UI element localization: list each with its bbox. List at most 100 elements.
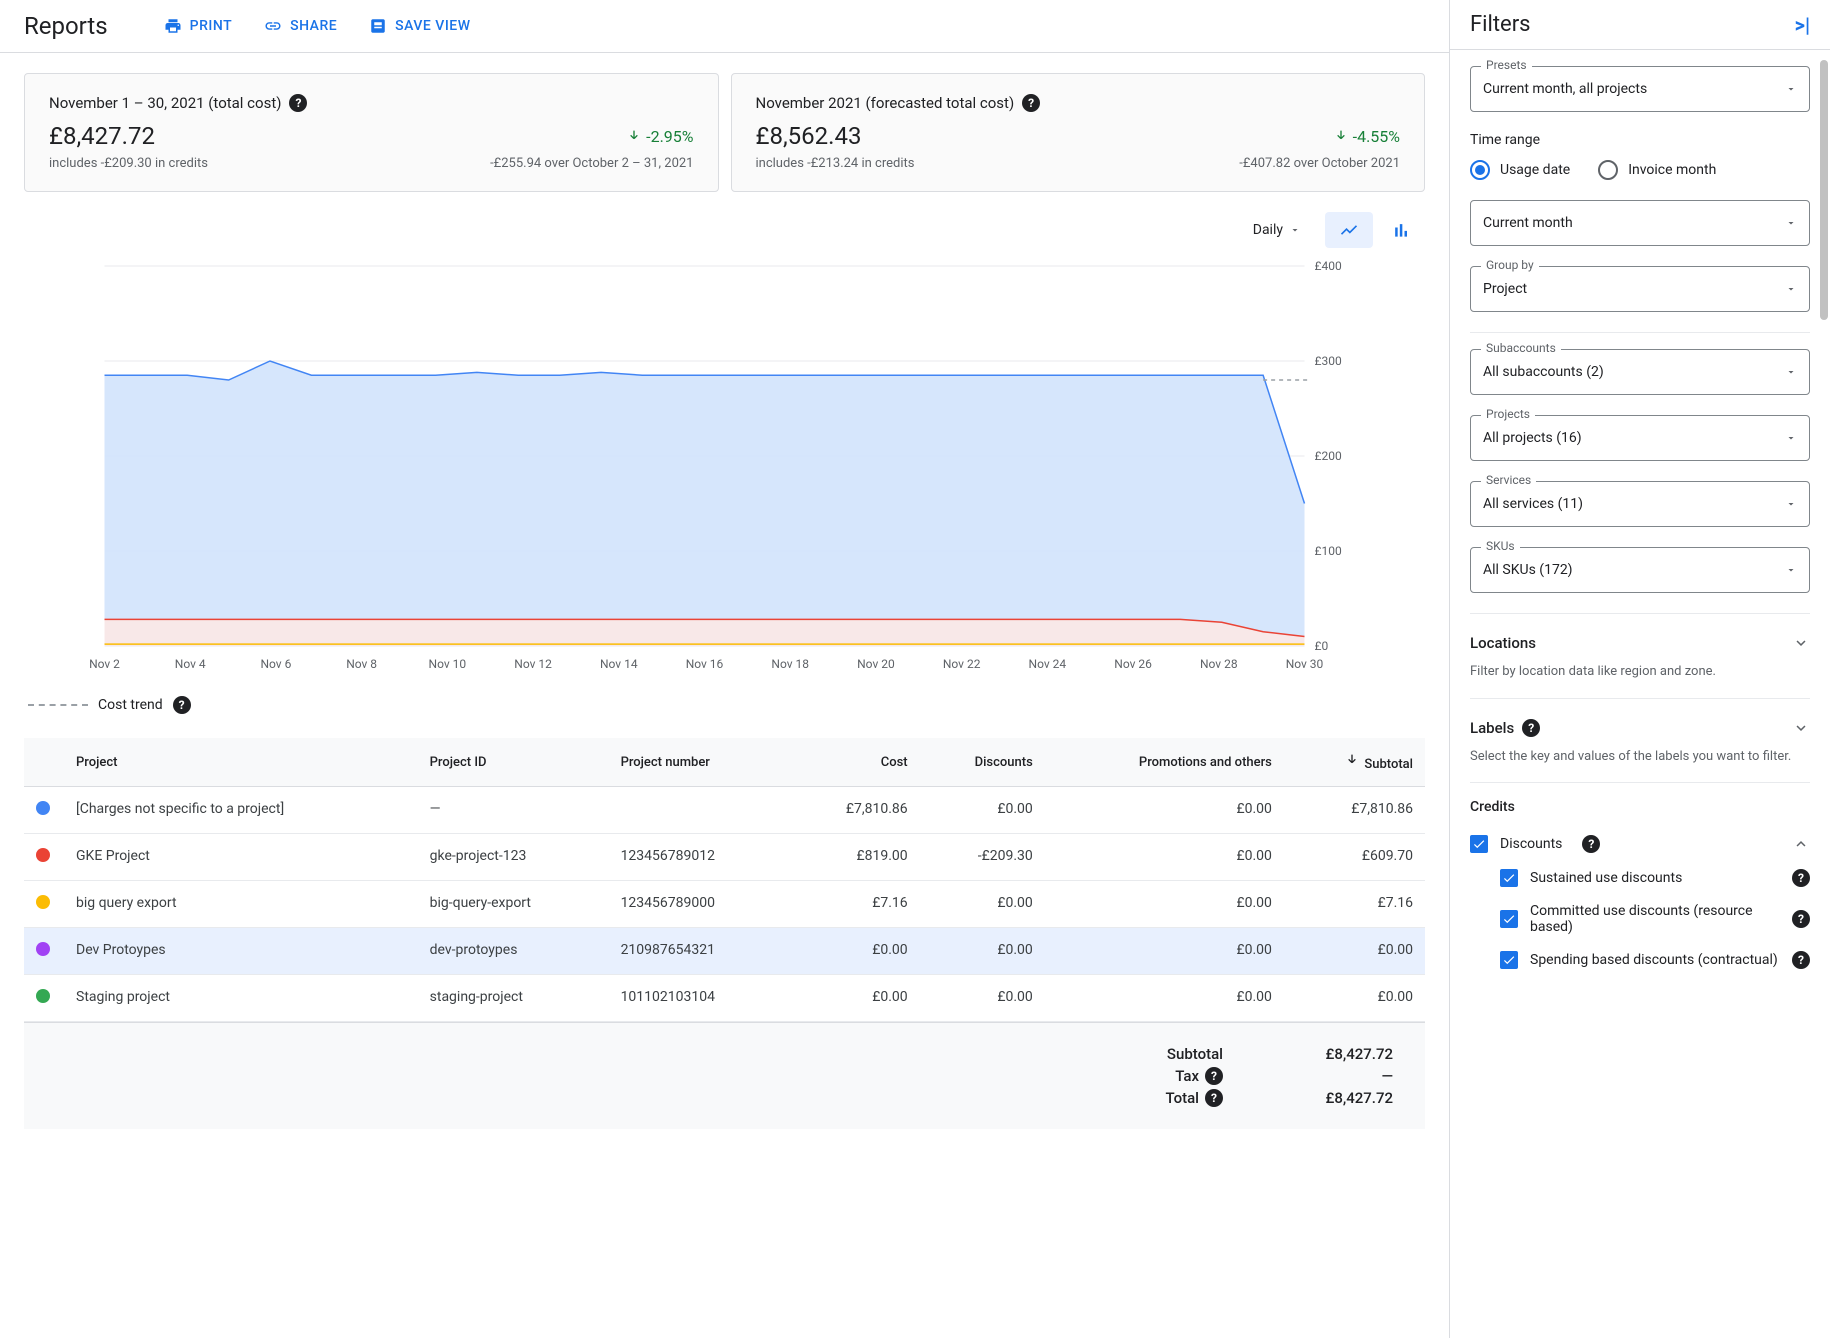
table-header-cell[interactable]: Project ID [418,738,609,787]
save-view-button[interactable]: SAVE VIEW [369,17,470,35]
labels-heading[interactable]: Labels ? [1470,715,1810,741]
series-color-dot [36,848,50,862]
filters-title: Filters [1470,12,1531,37]
chevron-down-icon [1785,498,1797,510]
bar-chart-button[interactable] [1377,212,1425,248]
table-row[interactable]: GKE Project gke-project-123 123456789012… [24,834,1425,881]
card-sub-left: includes -£213.24 in credits [756,156,915,171]
svg-text:Nov 22: Nov 22 [943,657,981,671]
chevron-down-icon [1785,564,1797,576]
line-chart-button[interactable] [1325,212,1373,248]
chart-area: £400£300£200£100£0Nov 2Nov 4Nov 6Nov 8No… [24,256,1425,676]
scrollbar-thumb[interactable] [1820,60,1828,320]
group-by-select[interactable]: Group by Project [1470,266,1810,312]
credit-item-help-icon[interactable]: ? [1792,910,1810,928]
main-panel: Reports PRINT SHARE SAVE VIEW November 1… [0,0,1450,1338]
table-header-cell[interactable]: Discounts [920,738,1045,787]
tax-help-icon[interactable]: ? [1205,1067,1223,1085]
svg-text:Nov 18: Nov 18 [771,657,809,671]
svg-text:£100: £100 [1315,544,1342,558]
services-select[interactable]: Services All services (11) [1470,481,1810,527]
project-name-cell: [Charges not specific to a project] [64,787,418,834]
table-header-cell[interactable]: Promotions and others [1045,738,1284,787]
discounts-checkbox-row: Discounts ? [1470,827,1810,861]
total-help-icon[interactable]: ? [1205,1089,1223,1107]
credit-item-checkbox[interactable] [1500,951,1518,969]
card-amount: £8,427.72 [49,122,155,150]
subaccounts-select[interactable]: Subaccounts All subaccounts (2) [1470,349,1810,395]
table-row[interactable]: big query export big-query-export 123456… [24,881,1425,928]
totals-block: Subtotal £8,427.72 Tax ? — Total ? £8,42… [24,1022,1425,1129]
table-header-cell[interactable]: Cost [789,738,920,787]
svg-text:Nov 8: Nov 8 [346,657,377,671]
chevron-down-icon [1785,83,1797,95]
total-value: £8,427.72 [1283,1089,1393,1107]
locations-sub: Filter by location data like region and … [1470,662,1810,682]
chevron-down-icon [1792,719,1810,737]
discounts-cell: £0.00 [920,787,1045,834]
svg-text:Nov 6: Nov 6 [260,657,291,671]
subtotal-label: Subtotal [1143,1045,1223,1063]
arrow-down-icon [1333,128,1349,144]
print-icon [164,17,182,35]
subtotal-cell: £0.00 [1284,928,1425,975]
bar-chart-icon [1391,220,1411,240]
table-header-cell[interactable]: Project [64,738,418,787]
labels-help-icon[interactable]: ? [1522,719,1540,737]
chevron-down-icon [1785,283,1797,295]
trend-help-icon[interactable]: ? [173,696,191,714]
table-row[interactable]: [Charges not specific to a project] — £7… [24,787,1425,834]
summary-card: November 2021 (forecasted total cost) ? … [731,73,1426,192]
discounts-checkbox[interactable] [1470,835,1488,853]
projects-select[interactable]: Projects All projects (16) [1470,415,1810,461]
cost-cell: £7.16 [789,881,920,928]
time-range-label: Time range [1470,132,1810,148]
svg-text:Nov 14: Nov 14 [600,657,638,671]
skus-select[interactable]: SKUs All SKUs (172) [1470,547,1810,593]
table-header-cell[interactable]: Subtotal [1284,738,1425,787]
chart-legend: Cost trend ? [24,688,1425,738]
cost-chart: £400£300£200£100£0Nov 2Nov 4Nov 6Nov 8No… [24,256,1425,676]
locations-heading[interactable]: Locations [1470,630,1810,656]
credit-item-checkbox[interactable] [1500,869,1518,887]
subtotal-cell: £609.70 [1284,834,1425,881]
table-row[interactable]: Dev Protoypes dev-protoypes 210987654321… [24,928,1425,975]
collapse-filters-button[interactable]: >| [1795,13,1810,37]
credit-item-row: Committed use discounts (resource based)… [1500,895,1810,943]
card-help-icon[interactable]: ? [289,94,307,112]
card-delta: -4.55% [1333,127,1400,146]
usage-date-radio[interactable]: Usage date [1470,160,1570,180]
credit-item-checkbox[interactable] [1500,910,1518,928]
trend-line-swatch [28,704,88,706]
filters-panel: Filters >| Presets Current month, all pr… [1450,0,1830,1338]
invoice-month-radio[interactable]: Invoice month [1598,160,1716,180]
promo-cell: £0.00 [1045,975,1284,1022]
table-header-cell[interactable] [24,738,64,787]
granularity-dropdown[interactable]: Daily [1241,216,1313,244]
chevron-up-icon[interactable] [1792,835,1810,853]
total-label: Total ? [1143,1089,1223,1107]
discounts-cell: £0.00 [920,928,1045,975]
card-help-icon[interactable]: ? [1022,94,1040,112]
svg-text:£200: £200 [1315,449,1342,463]
print-button[interactable]: PRINT [164,17,232,35]
promo-cell: £0.00 [1045,881,1284,928]
chevron-down-icon [1785,217,1797,229]
share-button[interactable]: SHARE [264,17,337,35]
table-row[interactable]: Staging project staging-project 10110210… [24,975,1425,1022]
project-number-cell: 123456789012 [609,834,789,881]
trend-label: Cost trend [98,697,163,713]
page-title: Reports [24,12,108,40]
chevron-down-icon [1289,224,1301,236]
time-period-select[interactable]: Current month [1470,200,1810,246]
time-range-radios: Usage date Invoice month [1470,160,1810,180]
credit-item-help-icon[interactable]: ? [1792,951,1810,969]
credit-item-help-icon[interactable]: ? [1792,869,1810,887]
discounts-help-icon[interactable]: ? [1582,835,1600,853]
line-chart-icon [1339,220,1359,240]
presets-select[interactable]: Presets Current month, all projects [1470,66,1810,112]
project-id-cell: staging-project [418,975,609,1022]
credit-item-row: Spending based discounts (contractual) ? [1500,943,1810,977]
table-header-cell[interactable]: Project number [609,738,789,787]
filters-body: Presets Current month, all projects Time… [1450,50,1830,993]
